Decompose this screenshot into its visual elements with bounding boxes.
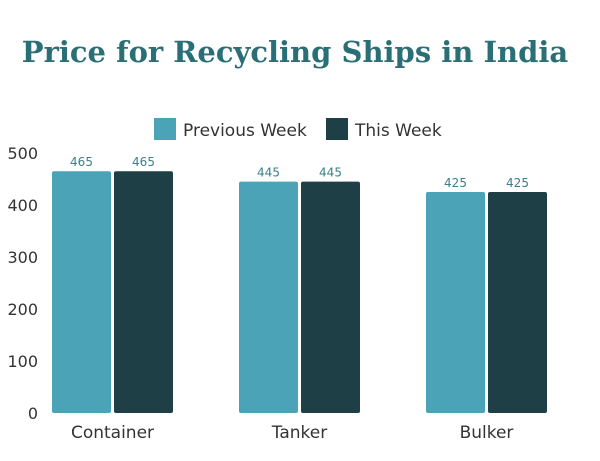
data-label: 465 (132, 155, 155, 169)
data-label: 465 (70, 155, 93, 169)
legend-swatch-previous-week (154, 118, 176, 140)
x-category-label: Bulker (460, 423, 514, 443)
data-labels: 465 465 445 445 425 425 (70, 155, 529, 190)
y-tick-label: 500 (7, 144, 38, 163)
y-tick-label: 0 (28, 404, 38, 423)
bar-bulker-previous-week (426, 192, 485, 413)
legend-label-previous-week: Previous Week (183, 121, 307, 141)
legend-label-this-week: This Week (354, 121, 442, 141)
data-label: 445 (257, 166, 280, 180)
x-axis: Container Tanker Bulker (71, 423, 513, 443)
legend: Previous Week This Week (154, 118, 442, 141)
bar-tanker-previous-week (239, 181, 298, 413)
y-tick-label: 400 (7, 196, 38, 215)
bar-bulker-this-week (488, 192, 547, 413)
y-axis: 0 100 200 300 400 500 (7, 144, 38, 423)
data-label: 445 (319, 166, 342, 180)
y-tick-label: 200 (7, 300, 38, 319)
y-tick-label: 100 (7, 352, 38, 371)
x-category-label: Tanker (271, 423, 327, 443)
legend-swatch-this-week (326, 118, 348, 140)
data-label: 425 (444, 176, 467, 190)
data-label: 425 (506, 176, 529, 190)
x-category-label: Container (71, 423, 154, 443)
y-tick-label: 300 (7, 248, 38, 267)
bar-container-previous-week (52, 171, 111, 413)
bars (52, 171, 547, 413)
bar-tanker-this-week (301, 181, 360, 413)
chart-title: Price for Recycling Ships in India (22, 35, 569, 69)
bar-container-this-week (114, 171, 173, 413)
